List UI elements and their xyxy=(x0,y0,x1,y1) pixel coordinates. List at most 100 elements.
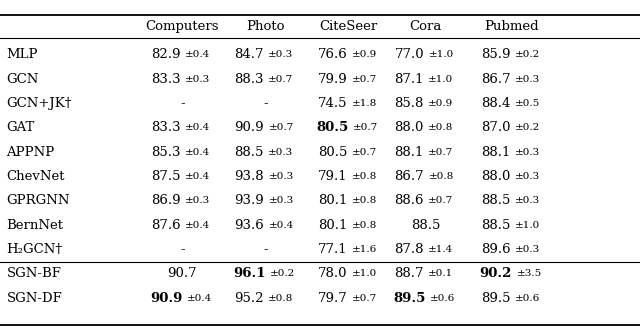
Text: ±1.4: ±1.4 xyxy=(428,245,454,254)
Text: 88.5: 88.5 xyxy=(481,194,510,207)
Text: ±0.7: ±0.7 xyxy=(353,123,379,133)
Text: 89.5: 89.5 xyxy=(481,291,511,305)
Text: ±0.7: ±0.7 xyxy=(268,75,294,84)
Text: 88.0: 88.0 xyxy=(395,121,424,135)
Text: ±0.8: ±0.8 xyxy=(351,172,377,181)
Text: ±0.4: ±0.4 xyxy=(185,172,211,181)
Text: ±0.8: ±0.8 xyxy=(351,196,377,205)
Text: GPRGNN: GPRGNN xyxy=(6,194,70,207)
Text: SGN-BF: SGN-BF xyxy=(6,267,61,280)
Text: ±0.3: ±0.3 xyxy=(185,196,211,205)
Text: BernNet: BernNet xyxy=(6,218,63,232)
Text: 88.3: 88.3 xyxy=(234,73,264,86)
Text: 83.3: 83.3 xyxy=(151,121,181,135)
Text: ±0.3: ±0.3 xyxy=(515,172,540,181)
Text: -: - xyxy=(180,97,185,110)
Text: ±0.2: ±0.2 xyxy=(515,123,540,133)
Text: Cora: Cora xyxy=(410,20,442,33)
Text: 87.6: 87.6 xyxy=(151,218,181,232)
Text: 90.2: 90.2 xyxy=(479,267,512,280)
Text: ±0.5: ±0.5 xyxy=(515,99,540,108)
Text: APPNP: APPNP xyxy=(6,146,54,159)
Text: 80.1: 80.1 xyxy=(318,218,347,232)
Text: 96.1: 96.1 xyxy=(233,267,266,280)
Text: ±0.3: ±0.3 xyxy=(515,196,540,205)
Text: ±0.7: ±0.7 xyxy=(428,148,454,157)
Text: 79.7: 79.7 xyxy=(317,291,348,305)
Text: 86.7: 86.7 xyxy=(481,73,511,86)
Text: ±1.0: ±1.0 xyxy=(428,50,454,60)
Text: GCN+JK†: GCN+JK† xyxy=(6,97,72,110)
Text: 88.7: 88.7 xyxy=(394,267,424,280)
Text: ±0.4: ±0.4 xyxy=(185,220,211,230)
Text: 87.8: 87.8 xyxy=(394,243,424,256)
Text: GCN: GCN xyxy=(6,73,39,86)
Text: ±0.1: ±0.1 xyxy=(428,269,454,278)
Text: 84.7: 84.7 xyxy=(234,48,264,62)
Text: 89.5: 89.5 xyxy=(393,291,426,305)
Text: 74.5: 74.5 xyxy=(317,97,348,110)
Text: ±0.4: ±0.4 xyxy=(187,293,212,303)
Text: 88.0: 88.0 xyxy=(481,170,510,183)
Text: 85.3: 85.3 xyxy=(151,146,181,159)
Text: ±0.3: ±0.3 xyxy=(185,75,211,84)
Text: 89.6: 89.6 xyxy=(481,243,511,256)
Text: 77.0: 77.0 xyxy=(394,48,424,62)
Text: ±0.3: ±0.3 xyxy=(515,75,540,84)
Text: ±0.8: ±0.8 xyxy=(428,123,454,133)
Text: ±0.7: ±0.7 xyxy=(351,148,377,157)
Text: ±0.7: ±0.7 xyxy=(428,196,454,205)
Text: 88.1: 88.1 xyxy=(395,146,424,159)
Text: 85.9: 85.9 xyxy=(481,48,511,62)
Text: ±0.4: ±0.4 xyxy=(185,123,211,133)
Text: 76.6: 76.6 xyxy=(317,48,348,62)
Text: ±0.6: ±0.6 xyxy=(515,293,540,303)
Text: ±0.7: ±0.7 xyxy=(352,293,377,303)
Text: ±0.2: ±0.2 xyxy=(515,50,540,60)
Text: 88.1: 88.1 xyxy=(481,146,510,159)
Text: ±1.8: ±1.8 xyxy=(351,99,377,108)
Text: CiteSeer: CiteSeer xyxy=(319,20,378,33)
Text: 80.5: 80.5 xyxy=(316,121,349,135)
Text: ±1.0: ±1.0 xyxy=(515,220,540,230)
Text: -: - xyxy=(263,243,268,256)
Text: 86.7: 86.7 xyxy=(394,170,424,183)
Text: 88.5: 88.5 xyxy=(235,146,264,159)
Text: ±0.8: ±0.8 xyxy=(351,220,377,230)
Text: 88.5: 88.5 xyxy=(481,218,510,232)
Text: 88.6: 88.6 xyxy=(394,194,424,207)
Text: 85.8: 85.8 xyxy=(395,97,424,110)
Text: ChevNet: ChevNet xyxy=(6,170,65,183)
Text: ±0.3: ±0.3 xyxy=(269,196,294,205)
Text: ±0.4: ±0.4 xyxy=(269,220,294,230)
Text: ±1.0: ±1.0 xyxy=(351,269,377,278)
Text: ±0.3: ±0.3 xyxy=(268,148,294,157)
Text: 79.1: 79.1 xyxy=(317,170,348,183)
Text: 93.9: 93.9 xyxy=(234,194,264,207)
Text: ±0.7: ±0.7 xyxy=(268,123,294,133)
Text: 95.2: 95.2 xyxy=(234,291,264,305)
Text: 80.1: 80.1 xyxy=(318,194,347,207)
Text: ±0.7: ±0.7 xyxy=(352,75,377,84)
Text: 86.9: 86.9 xyxy=(151,194,181,207)
Text: 79.9: 79.9 xyxy=(317,73,348,86)
Text: ±0.3: ±0.3 xyxy=(515,245,540,254)
Text: 90.9: 90.9 xyxy=(234,121,264,135)
Text: H₂GCN†: H₂GCN† xyxy=(6,243,63,256)
Text: Pubmed: Pubmed xyxy=(484,20,540,33)
Text: ±0.6: ±0.6 xyxy=(430,293,456,303)
Text: ±0.9: ±0.9 xyxy=(428,99,454,108)
Text: 77.1: 77.1 xyxy=(317,243,348,256)
Text: ±3.5: ±3.5 xyxy=(516,269,542,278)
Text: 82.9: 82.9 xyxy=(151,48,181,62)
Text: ±0.4: ±0.4 xyxy=(185,148,211,157)
Text: 93.6: 93.6 xyxy=(234,218,264,232)
Text: SGN-DF: SGN-DF xyxy=(6,291,62,305)
Text: 87.1: 87.1 xyxy=(394,73,424,86)
Text: ±0.9: ±0.9 xyxy=(352,50,377,60)
Text: 90.7: 90.7 xyxy=(168,267,197,280)
Text: ±0.8: ±0.8 xyxy=(268,293,294,303)
Text: ±1.6: ±1.6 xyxy=(351,245,377,254)
Text: ±0.8: ±0.8 xyxy=(428,172,454,181)
Text: 90.9: 90.9 xyxy=(150,291,182,305)
